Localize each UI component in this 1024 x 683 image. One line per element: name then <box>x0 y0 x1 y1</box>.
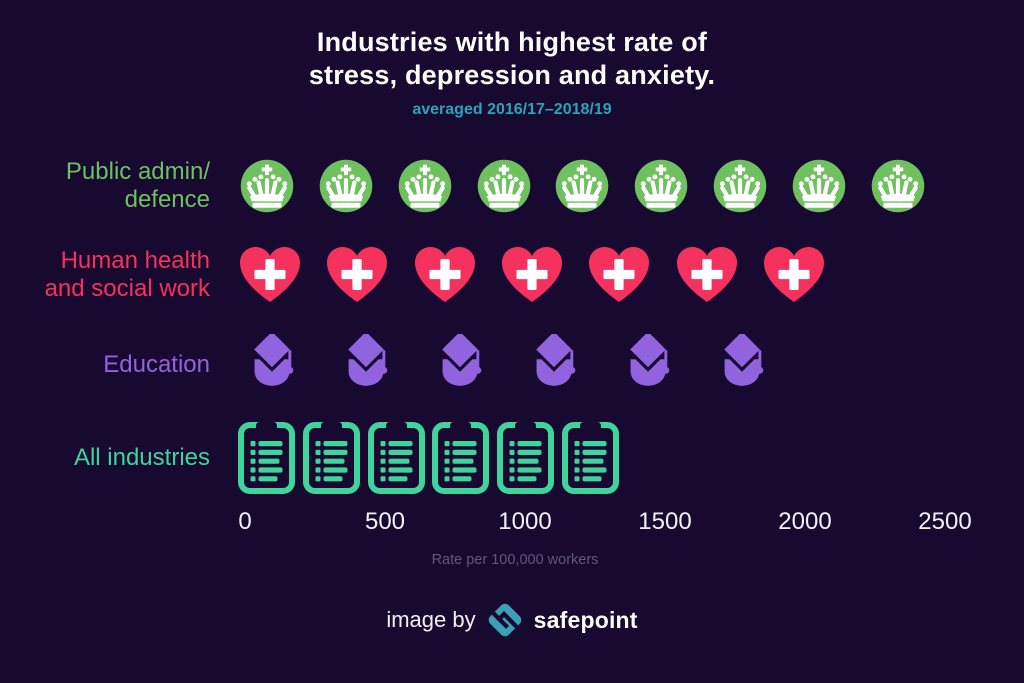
x-axis-tick: 500 <box>364 508 406 535</box>
clipboard-icon <box>497 422 554 494</box>
x-axis-tick: 2000 <box>778 508 832 535</box>
crown-icon <box>711 157 769 215</box>
chart-row: Human health and social work <box>0 246 1024 304</box>
graduation-cap-icon <box>520 334 588 396</box>
crown-icon <box>632 157 690 215</box>
crown-icon <box>396 157 454 215</box>
icon-track <box>238 334 776 396</box>
header: Industries with highest rate of stress, … <box>0 0 1024 119</box>
graduation-cap-icon <box>332 334 400 396</box>
graduation-cap-icon <box>238 334 306 396</box>
chart-subtitle: averaged 2016/17–2018/19 <box>412 101 612 118</box>
graduation-cap-icon <box>708 334 776 396</box>
medical-heart-icon <box>413 246 477 304</box>
clipboard-icon <box>368 422 425 494</box>
credit-text: image by <box>386 607 476 632</box>
medical-heart-icon <box>587 246 651 304</box>
medical-heart-icon <box>238 246 302 304</box>
chart-row: Public admin/defence <box>0 157 1024 215</box>
x-axis-tick: 0 <box>238 508 252 535</box>
x-axis-caption-text: Rate per 100,000 workers <box>431 552 599 568</box>
x-axis-tick: 2500 <box>918 508 972 535</box>
crown-icon <box>238 157 296 215</box>
x-axis-tick: 1000 <box>498 508 552 535</box>
brand-name: safepoint <box>533 606 638 633</box>
chart-rows: Public admin/defence Human health and soci… <box>0 157 1024 494</box>
medical-heart-icon <box>325 246 389 304</box>
chart-row: Education <box>0 334 1024 396</box>
icon-track <box>238 422 619 494</box>
medical-heart-icon <box>500 246 564 304</box>
row-label: All industries <box>73 444 210 471</box>
x-axis-caption: Rate per 100,000 workers <box>238 552 978 572</box>
clipboard-icon <box>562 422 619 494</box>
x-axis: 0 500 1000 1500 2000 2500 <box>238 508 978 542</box>
clipboard-icon <box>238 422 295 494</box>
chart-title: Industries with highest rate of stress, … <box>0 26 1024 92</box>
crown-icon <box>475 157 533 215</box>
row-label: Human health and social work <box>44 247 210 302</box>
crown-icon <box>790 157 848 215</box>
safepoint-logo-icon <box>487 602 523 638</box>
crown-icon <box>869 157 927 215</box>
icon-track <box>238 246 826 304</box>
graduation-cap-icon <box>614 334 682 396</box>
chart-title-line2: stress, depression and anxiety. <box>308 60 716 90</box>
chart-row: All industries <box>0 422 1024 494</box>
icon-track <box>238 157 927 215</box>
footer-credit: image by safepoint <box>0 602 1024 638</box>
medical-heart-icon <box>675 246 739 304</box>
crown-icon <box>317 157 375 215</box>
pictogram-chart: Public admin/defence Human health and soci… <box>0 157 1024 572</box>
clipboard-icon <box>303 422 360 494</box>
graduation-cap-icon <box>426 334 494 396</box>
row-label: Education <box>103 351 210 378</box>
medical-heart-icon <box>762 246 826 304</box>
x-axis-tick: 1500 <box>638 508 692 535</box>
row-label: Public admin/defence <box>65 158 210 213</box>
clipboard-icon <box>432 422 489 494</box>
crown-icon <box>553 157 611 215</box>
chart-title-line1: Industries with highest rate of <box>316 27 708 57</box>
